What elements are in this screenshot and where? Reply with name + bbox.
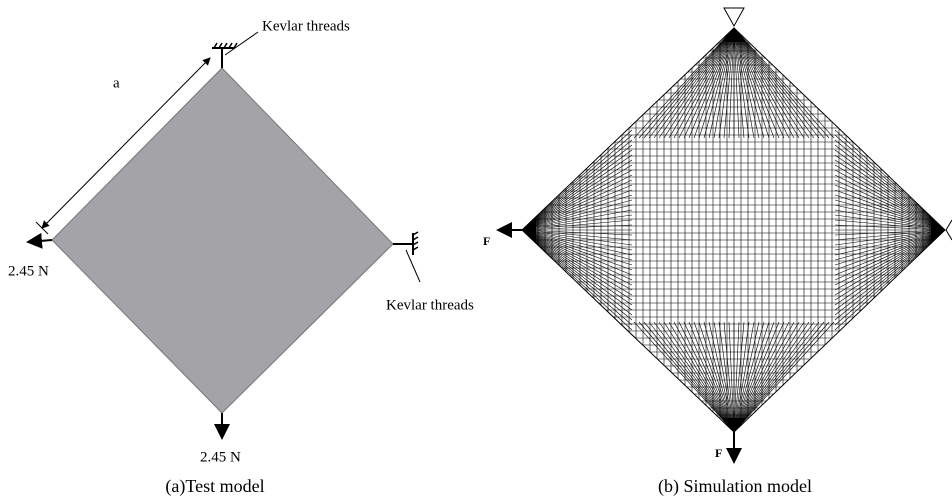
mesh-line — [644, 322, 734, 432]
mesh-line — [522, 230, 632, 305]
mesh-line — [694, 322, 734, 432]
mesh-line — [644, 28, 734, 138]
mesh-line — [654, 322, 734, 432]
mesh — [522, 28, 945, 432]
right-support — [393, 232, 418, 255]
mesh-line — [835, 230, 945, 300]
mesh-line — [734, 322, 814, 432]
mesh-line — [734, 28, 814, 138]
label: Kevlar threads — [386, 297, 474, 313]
mesh-line — [694, 28, 734, 138]
force-label: F — [483, 234, 490, 248]
mesh-line — [835, 230, 945, 270]
plate — [52, 68, 393, 413]
support — [724, 8, 744, 26]
mesh-line — [522, 230, 632, 300]
mesh-line — [734, 322, 774, 432]
mesh-line — [734, 28, 824, 138]
mesh-line — [734, 28, 809, 138]
mesh-line — [734, 322, 809, 432]
leader-line — [225, 32, 258, 55]
mesh-line — [835, 140, 945, 230]
corner — [522, 218, 536, 242]
load-arrow — [28, 240, 52, 242]
mesh-line — [654, 28, 734, 138]
load-label: 2.45 N — [200, 449, 241, 465]
mesh-line — [835, 185, 945, 230]
load-label: 2.45 N — [8, 263, 49, 279]
top-support — [212, 43, 237, 68]
mesh-line — [522, 160, 632, 230]
support — [946, 220, 952, 240]
force-label: F — [715, 446, 722, 460]
label: Kevlar threads — [262, 18, 350, 34]
mesh-line — [835, 230, 945, 305]
simulation-model: F F (b) Simulation model — [483, 8, 952, 497]
mesh-line — [522, 140, 632, 230]
corner — [722, 28, 746, 42]
mesh-line — [522, 190, 632, 230]
mesh-line — [659, 322, 734, 432]
mesh-line — [522, 135, 632, 230]
mesh-line — [522, 230, 632, 325]
mesh-line — [835, 160, 945, 230]
mesh-line — [734, 322, 824, 432]
figure: Kevlar threads a 2.45 N Kevlar threads 2… — [0, 0, 952, 500]
mesh-line — [734, 28, 774, 138]
mesh-line — [522, 185, 632, 230]
caption: (b) Simulation model — [658, 476, 812, 497]
mesh-line — [835, 190, 945, 230]
corner — [722, 418, 746, 432]
caption: (a)Test model — [165, 476, 264, 497]
mesh-line — [659, 28, 734, 138]
mesh-line — [835, 135, 945, 230]
mesh-line — [835, 230, 945, 310]
mesh-line — [835, 230, 945, 325]
mesh-line — [522, 230, 632, 310]
test-model: Kevlar threads a 2.45 N Kevlar threads 2… — [8, 18, 474, 497]
corner — [931, 218, 945, 242]
mesh-line — [835, 150, 945, 230]
dimension-label: a — [113, 75, 120, 91]
mesh-line — [522, 150, 632, 230]
mesh-line — [522, 230, 632, 270]
